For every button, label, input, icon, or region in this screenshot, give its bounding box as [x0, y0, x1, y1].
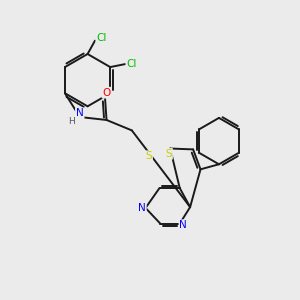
Text: S: S — [165, 149, 172, 159]
Text: S: S — [146, 151, 152, 161]
Text: N: N — [138, 203, 146, 213]
Text: N: N — [179, 220, 187, 230]
Text: Cl: Cl — [96, 33, 107, 43]
Text: Cl: Cl — [126, 59, 137, 69]
Text: O: O — [102, 88, 111, 98]
Text: N: N — [76, 108, 84, 118]
Text: H: H — [68, 117, 75, 126]
